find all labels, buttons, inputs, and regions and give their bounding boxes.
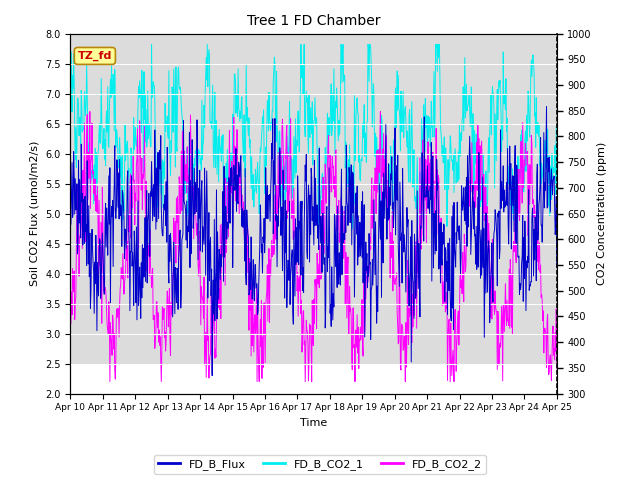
Y-axis label: Soil CO2 Flux (umol/m2/s): Soil CO2 Flux (umol/m2/s) bbox=[29, 141, 40, 286]
Title: Tree 1 FD Chamber: Tree 1 FD Chamber bbox=[247, 14, 380, 28]
Legend: FD_B_Flux, FD_B_CO2_1, FD_B_CO2_2: FD_B_Flux, FD_B_CO2_1, FD_B_CO2_2 bbox=[154, 455, 486, 474]
Bar bbox=[70, 34, 557, 364]
Text: TZ_fd: TZ_fd bbox=[77, 51, 112, 61]
Y-axis label: CO2 Concentration (ppm): CO2 Concentration (ppm) bbox=[597, 142, 607, 285]
X-axis label: Time: Time bbox=[300, 418, 327, 428]
